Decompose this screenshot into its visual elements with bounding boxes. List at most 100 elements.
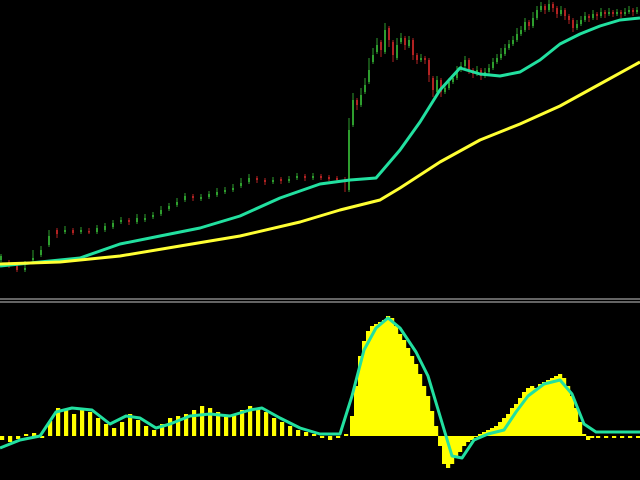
histogram-bar — [350, 416, 355, 436]
histogram-bar — [542, 382, 547, 436]
candle-body — [408, 40, 410, 46]
histogram-bar — [426, 396, 431, 436]
histogram-bar — [466, 436, 471, 442]
candle-body — [312, 176, 314, 178]
candle-body — [588, 16, 590, 18]
price-panel — [0, 0, 640, 272]
candle-body — [400, 38, 402, 42]
candle-body — [432, 78, 434, 90]
candle-body — [544, 6, 546, 10]
histogram-bar — [462, 436, 467, 446]
histogram-bar — [304, 432, 309, 436]
histogram-bar — [200, 406, 205, 436]
histogram-bar — [566, 386, 571, 436]
histogram-bar — [192, 410, 197, 436]
histogram-bar — [128, 414, 133, 436]
candle-body — [428, 60, 430, 75]
histogram-bar — [410, 356, 415, 436]
histogram-bar — [434, 426, 439, 436]
candle-body — [548, 4, 550, 10]
histogram-bar — [366, 331, 371, 436]
candle-body — [384, 30, 386, 52]
candle-body — [88, 231, 90, 233]
histogram-bar — [450, 436, 455, 464]
histogram-bar — [562, 378, 567, 436]
candle-body — [556, 8, 558, 14]
histogram-bar — [438, 436, 443, 446]
histogram-bar — [152, 430, 157, 436]
candle-body — [200, 197, 202, 199]
histogram-bar — [344, 434, 349, 436]
histogram-bar — [386, 316, 391, 436]
candle-body — [564, 10, 566, 16]
histogram-bar — [498, 422, 503, 436]
candle-body — [24, 268, 26, 270]
histogram-bar — [570, 396, 575, 436]
histogram-bar — [534, 388, 539, 436]
candle-body — [112, 223, 114, 227]
histogram-bar — [288, 426, 293, 436]
histogram-bar — [454, 436, 459, 458]
candle-body — [296, 176, 298, 178]
histogram-bar — [550, 378, 555, 436]
candle-body — [632, 10, 634, 12]
candle-body — [600, 12, 602, 16]
histogram-bar — [120, 422, 125, 436]
histogram-bar — [248, 406, 253, 436]
candle-body — [80, 230, 82, 232]
histogram-bar — [0, 436, 5, 440]
histogram-bar — [232, 414, 237, 436]
histogram-bar — [64, 410, 69, 436]
histogram-bar — [406, 348, 411, 436]
candle-body — [416, 55, 418, 60]
candle-body — [412, 40, 414, 55]
candle-body — [536, 10, 538, 18]
candle-body — [504, 48, 506, 54]
histogram-bar — [418, 374, 423, 436]
histogram-bar — [596, 436, 601, 438]
histogram-bar — [362, 341, 367, 436]
candle-body — [492, 62, 494, 68]
histogram-bar — [136, 420, 141, 436]
histogram-bar — [502, 418, 507, 436]
histogram-bar — [354, 386, 359, 436]
histogram-bar — [470, 436, 475, 440]
histogram-bar — [184, 414, 189, 436]
candle-body — [552, 4, 554, 8]
candle-body — [636, 10, 638, 12]
candle-body — [352, 100, 354, 125]
histogram-bar — [586, 436, 591, 440]
candle-body — [232, 188, 234, 190]
candle-body — [448, 82, 450, 88]
candle-body — [208, 194, 210, 197]
histogram-bar — [8, 436, 13, 442]
candle-body — [464, 60, 466, 66]
candle-body — [348, 130, 350, 190]
histogram-bar — [112, 428, 117, 436]
candle-body — [72, 230, 74, 233]
candle-body — [184, 196, 186, 200]
candle-body — [516, 34, 518, 40]
histogram-bar — [636, 436, 640, 438]
histogram-bar — [72, 414, 77, 436]
candle-body — [280, 179, 282, 181]
candle-body — [572, 20, 574, 28]
candle-body — [304, 176, 306, 178]
histogram-bar — [88, 412, 93, 436]
candle-body — [128, 220, 130, 222]
candle-body — [32, 258, 34, 260]
candle-body — [264, 180, 266, 182]
histogram-bar — [394, 326, 399, 436]
histogram-bar — [256, 408, 261, 436]
histogram-bar — [176, 416, 181, 436]
candle-body — [496, 58, 498, 62]
candle-body — [440, 80, 442, 92]
histogram-bar — [224, 416, 229, 436]
histogram-bar — [272, 418, 277, 436]
candle-body — [216, 192, 218, 195]
candle-body — [224, 190, 226, 192]
histogram-bar — [216, 412, 221, 436]
candle-body — [520, 30, 522, 34]
candle-body — [404, 38, 406, 45]
